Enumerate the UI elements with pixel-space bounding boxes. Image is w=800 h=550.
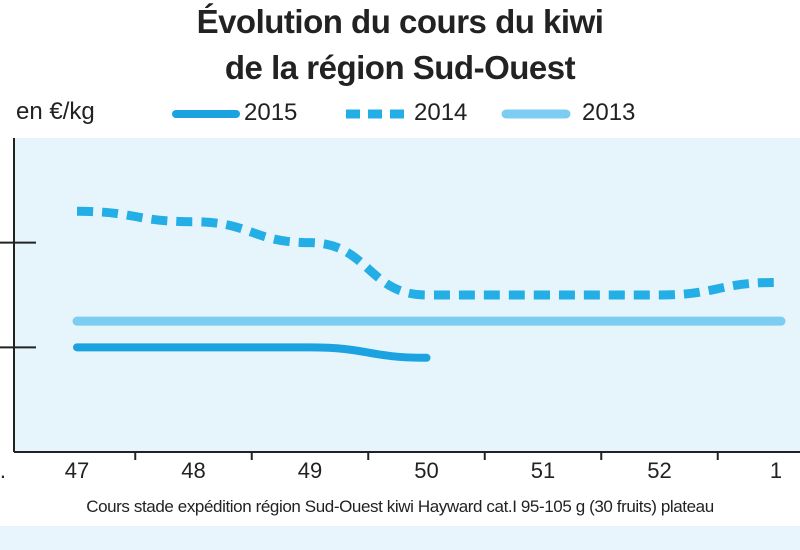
x-tick-label: 48: [181, 458, 206, 483]
x-tick-label: 49: [297, 458, 323, 483]
x-tick-label: 50: [414, 458, 439, 483]
series-line-2014: [76, 206, 777, 300]
chart-title-line-1: Évolution du cours du kiwi: [196, 3, 604, 40]
legend-label-2014: 2014: [414, 99, 468, 126]
x-tick-label: 1: [769, 458, 783, 483]
chart-title-line-2: de la région Sud-Ouest: [224, 49, 576, 86]
legend-label-2013: 2013: [582, 99, 636, 126]
plot-area: [14, 138, 800, 452]
x-tick-label: 47: [64, 458, 90, 483]
legend-label-2015: 2015: [244, 99, 298, 126]
chart-footnote: Cours stade expédition région Sud-Ouest …: [86, 497, 714, 516]
y-axis-unit-label: en €/kg: [16, 98, 95, 125]
bottom-band: [0, 526, 800, 550]
x-tick-label: 52: [647, 458, 672, 483]
x-tick-label: 51: [530, 458, 556, 483]
series-line-2015: [73, 343, 431, 362]
x-axis-edge-label: n.: [0, 458, 6, 483]
